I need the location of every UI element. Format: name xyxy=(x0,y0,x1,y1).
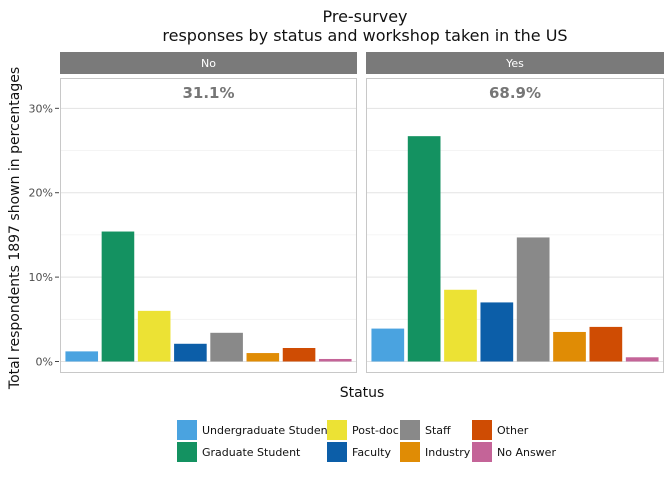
facet-strip-label: No xyxy=(201,57,216,70)
bar xyxy=(371,328,405,362)
bar xyxy=(480,302,514,362)
legend-item: No Answer xyxy=(472,442,556,462)
y-tick-label: 20% xyxy=(29,187,53,200)
chart-title-line-2: responses by status and workshop taken i… xyxy=(162,26,567,45)
y-tick-label: 0% xyxy=(36,356,53,369)
bar xyxy=(210,332,243,362)
facet-panels: No 31.1% Yes 68.9% xyxy=(60,52,664,373)
panel-border xyxy=(60,78,357,373)
chart-title-line-1: Pre-survey xyxy=(322,7,407,26)
legend-item: Graduate Student xyxy=(177,442,301,462)
y-tick-label: 10% xyxy=(29,271,53,284)
legend-item: Faculty xyxy=(327,442,391,462)
legend-label: Post-doc xyxy=(352,424,399,437)
facet-strip xyxy=(366,52,664,74)
legend-swatch xyxy=(177,442,197,462)
bar xyxy=(516,237,550,362)
legend-label: Industry xyxy=(425,446,471,459)
bar xyxy=(65,351,99,362)
legend-item: Staff xyxy=(400,420,451,440)
y-tick-label: 30% xyxy=(29,102,53,115)
legend-swatch xyxy=(400,420,420,440)
facet-strip xyxy=(60,52,357,74)
legend-swatch xyxy=(327,442,347,462)
legend-swatch xyxy=(327,420,347,440)
legend-item: Industry xyxy=(400,442,471,462)
bar xyxy=(407,136,441,362)
legend-item: Post-doc xyxy=(327,420,399,440)
panel-border xyxy=(366,78,664,373)
x-axis-title: Status xyxy=(340,385,385,401)
bar xyxy=(625,357,659,362)
facet-panel: No 31.1% xyxy=(60,52,357,373)
legend-swatch xyxy=(472,420,492,440)
bar xyxy=(282,347,316,362)
bar xyxy=(174,343,207,362)
bar xyxy=(444,289,477,362)
legend-label: Staff xyxy=(425,424,451,437)
legend-label: Other xyxy=(497,424,529,437)
panel-total-label: 68.9% xyxy=(489,84,541,102)
facet-panel: Yes 68.9% xyxy=(366,52,664,373)
legend-item: Other xyxy=(472,420,529,440)
bar xyxy=(318,358,352,362)
legend-label: Graduate Student xyxy=(202,446,301,459)
legend-swatch xyxy=(472,442,492,462)
bar xyxy=(246,353,280,362)
y-axis: 0% 10% 20% 30% xyxy=(29,102,59,369)
legend-swatch xyxy=(177,420,197,440)
bar xyxy=(101,231,135,362)
legend-label: No Answer xyxy=(497,446,556,459)
legend: Undergraduate Student Graduate Student Pos… xyxy=(177,420,556,462)
facet-strip-label: Yes xyxy=(505,57,524,70)
bar xyxy=(589,326,623,362)
bar xyxy=(137,310,171,362)
legend-item: Undergraduate Student xyxy=(177,420,333,440)
panel-total-label: 31.1% xyxy=(182,84,234,102)
bar xyxy=(553,331,586,362)
y-axis-title: Total respondents 1897 shown in percenta… xyxy=(7,67,23,390)
legend-label: Faculty xyxy=(352,446,391,459)
legend-swatch xyxy=(400,442,420,462)
legend-label: Undergraduate Student xyxy=(202,424,333,437)
